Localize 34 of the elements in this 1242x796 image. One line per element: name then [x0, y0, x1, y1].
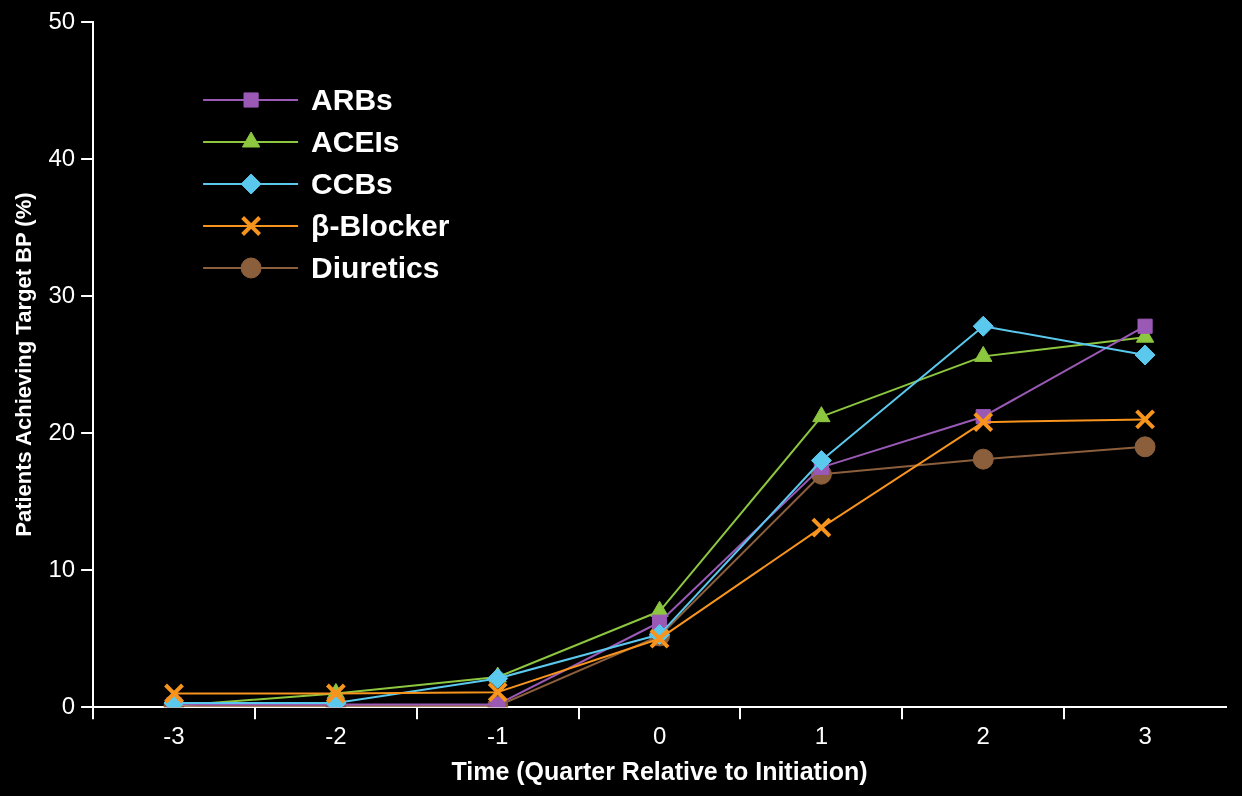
x-tick-label: -1: [487, 722, 509, 750]
legend-label: β-Blocker: [311, 209, 450, 243]
point: [487, 681, 509, 703]
x-axis-title: Time (Quarter Relative to Initiation): [451, 756, 868, 785]
legend-label: ACEIs: [311, 125, 400, 159]
legend-label: CCBs: [311, 167, 393, 201]
point: [1134, 344, 1156, 366]
y-tick-label: 20: [48, 417, 76, 445]
legend-label: Diuretics: [311, 251, 440, 285]
y-tick-label: 10: [48, 554, 76, 582]
y-tick-label: 0: [61, 691, 76, 719]
point: [972, 315, 994, 337]
y-tick-label: 40: [48, 143, 76, 171]
x-tick-label: 2: [976, 722, 990, 750]
x-tick-label: -2: [325, 722, 347, 750]
y-tick-label: 50: [48, 6, 76, 34]
x-tick-label: -3: [163, 722, 185, 750]
point: [812, 406, 831, 423]
x-tick-label: 0: [652, 722, 667, 750]
point: [163, 683, 185, 704]
point: [487, 667, 509, 689]
point: [810, 450, 832, 472]
point: [325, 683, 347, 704]
point: [810, 517, 832, 539]
x-tick-label: 1: [814, 722, 829, 750]
point: [972, 448, 994, 470]
y-axis-title: Patients Achieving Target BP (%): [11, 192, 37, 537]
point: [1134, 408, 1156, 430]
point: [972, 411, 994, 433]
point: [1134, 436, 1156, 458]
y-tick-label: 30: [48, 280, 76, 308]
x-tick-label: 3: [1138, 722, 1152, 750]
legend-label: ARBs: [311, 83, 393, 117]
point: [1137, 318, 1153, 334]
